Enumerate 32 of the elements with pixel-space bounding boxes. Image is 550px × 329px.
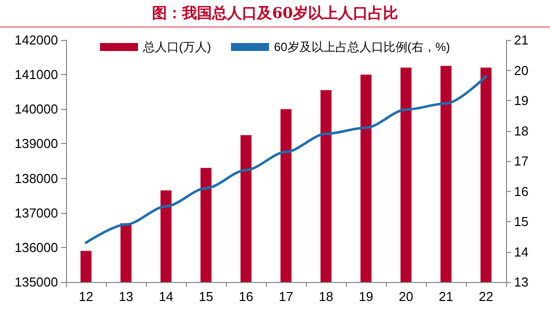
x-tick-label: 17 bbox=[278, 289, 294, 304]
y2-tick-label: 15 bbox=[514, 214, 528, 229]
y2-tick-label: 17 bbox=[514, 154, 528, 168]
x-tick-label: 21 bbox=[438, 289, 454, 304]
line-series bbox=[84, 75, 488, 244]
y2-tick-label: 21 bbox=[514, 32, 528, 48]
x-tick-label: 19 bbox=[358, 289, 374, 304]
y-tick-label: 136000 bbox=[14, 240, 58, 255]
y-tick-label: 141000 bbox=[14, 67, 58, 82]
y-tick-label: 140000 bbox=[14, 102, 58, 117]
y-tick-label: 138000 bbox=[14, 170, 58, 186]
y2-tick-label: 20 bbox=[514, 62, 528, 78]
y2-tick-label: 19 bbox=[514, 93, 528, 108]
x-tick-label: 12 bbox=[78, 289, 94, 304]
y2-tick-label: 18 bbox=[514, 123, 528, 138]
x-tick-label: 22 bbox=[478, 289, 494, 304]
legend-label: 60岁及以上占总人口比例(右，%) bbox=[274, 40, 450, 54]
y-tick-label: 137000 bbox=[14, 205, 58, 220]
x-tick-label: 14 bbox=[158, 289, 174, 304]
x-tick-label: 16 bbox=[238, 289, 254, 304]
chart-title: 图：我国总人口及60岁以上人口占比 bbox=[0, 0, 550, 28]
y-tick-label: 139000 bbox=[14, 136, 58, 152]
y2-tick-label: 16 bbox=[514, 184, 528, 199]
x-tick-label: 20 bbox=[398, 289, 414, 304]
y-tick-label: 135000 bbox=[14, 274, 58, 290]
legend-label: 总人口(万人) bbox=[142, 40, 211, 54]
y2-tick-label: 14 bbox=[514, 244, 528, 260]
x-tick-label: 18 bbox=[318, 289, 334, 304]
y2-tick-label: 13 bbox=[514, 274, 528, 290]
x-tick-label: 13 bbox=[118, 289, 134, 304]
x-tick-label: 15 bbox=[198, 289, 214, 304]
y-tick-label: 142000 bbox=[14, 32, 58, 48]
